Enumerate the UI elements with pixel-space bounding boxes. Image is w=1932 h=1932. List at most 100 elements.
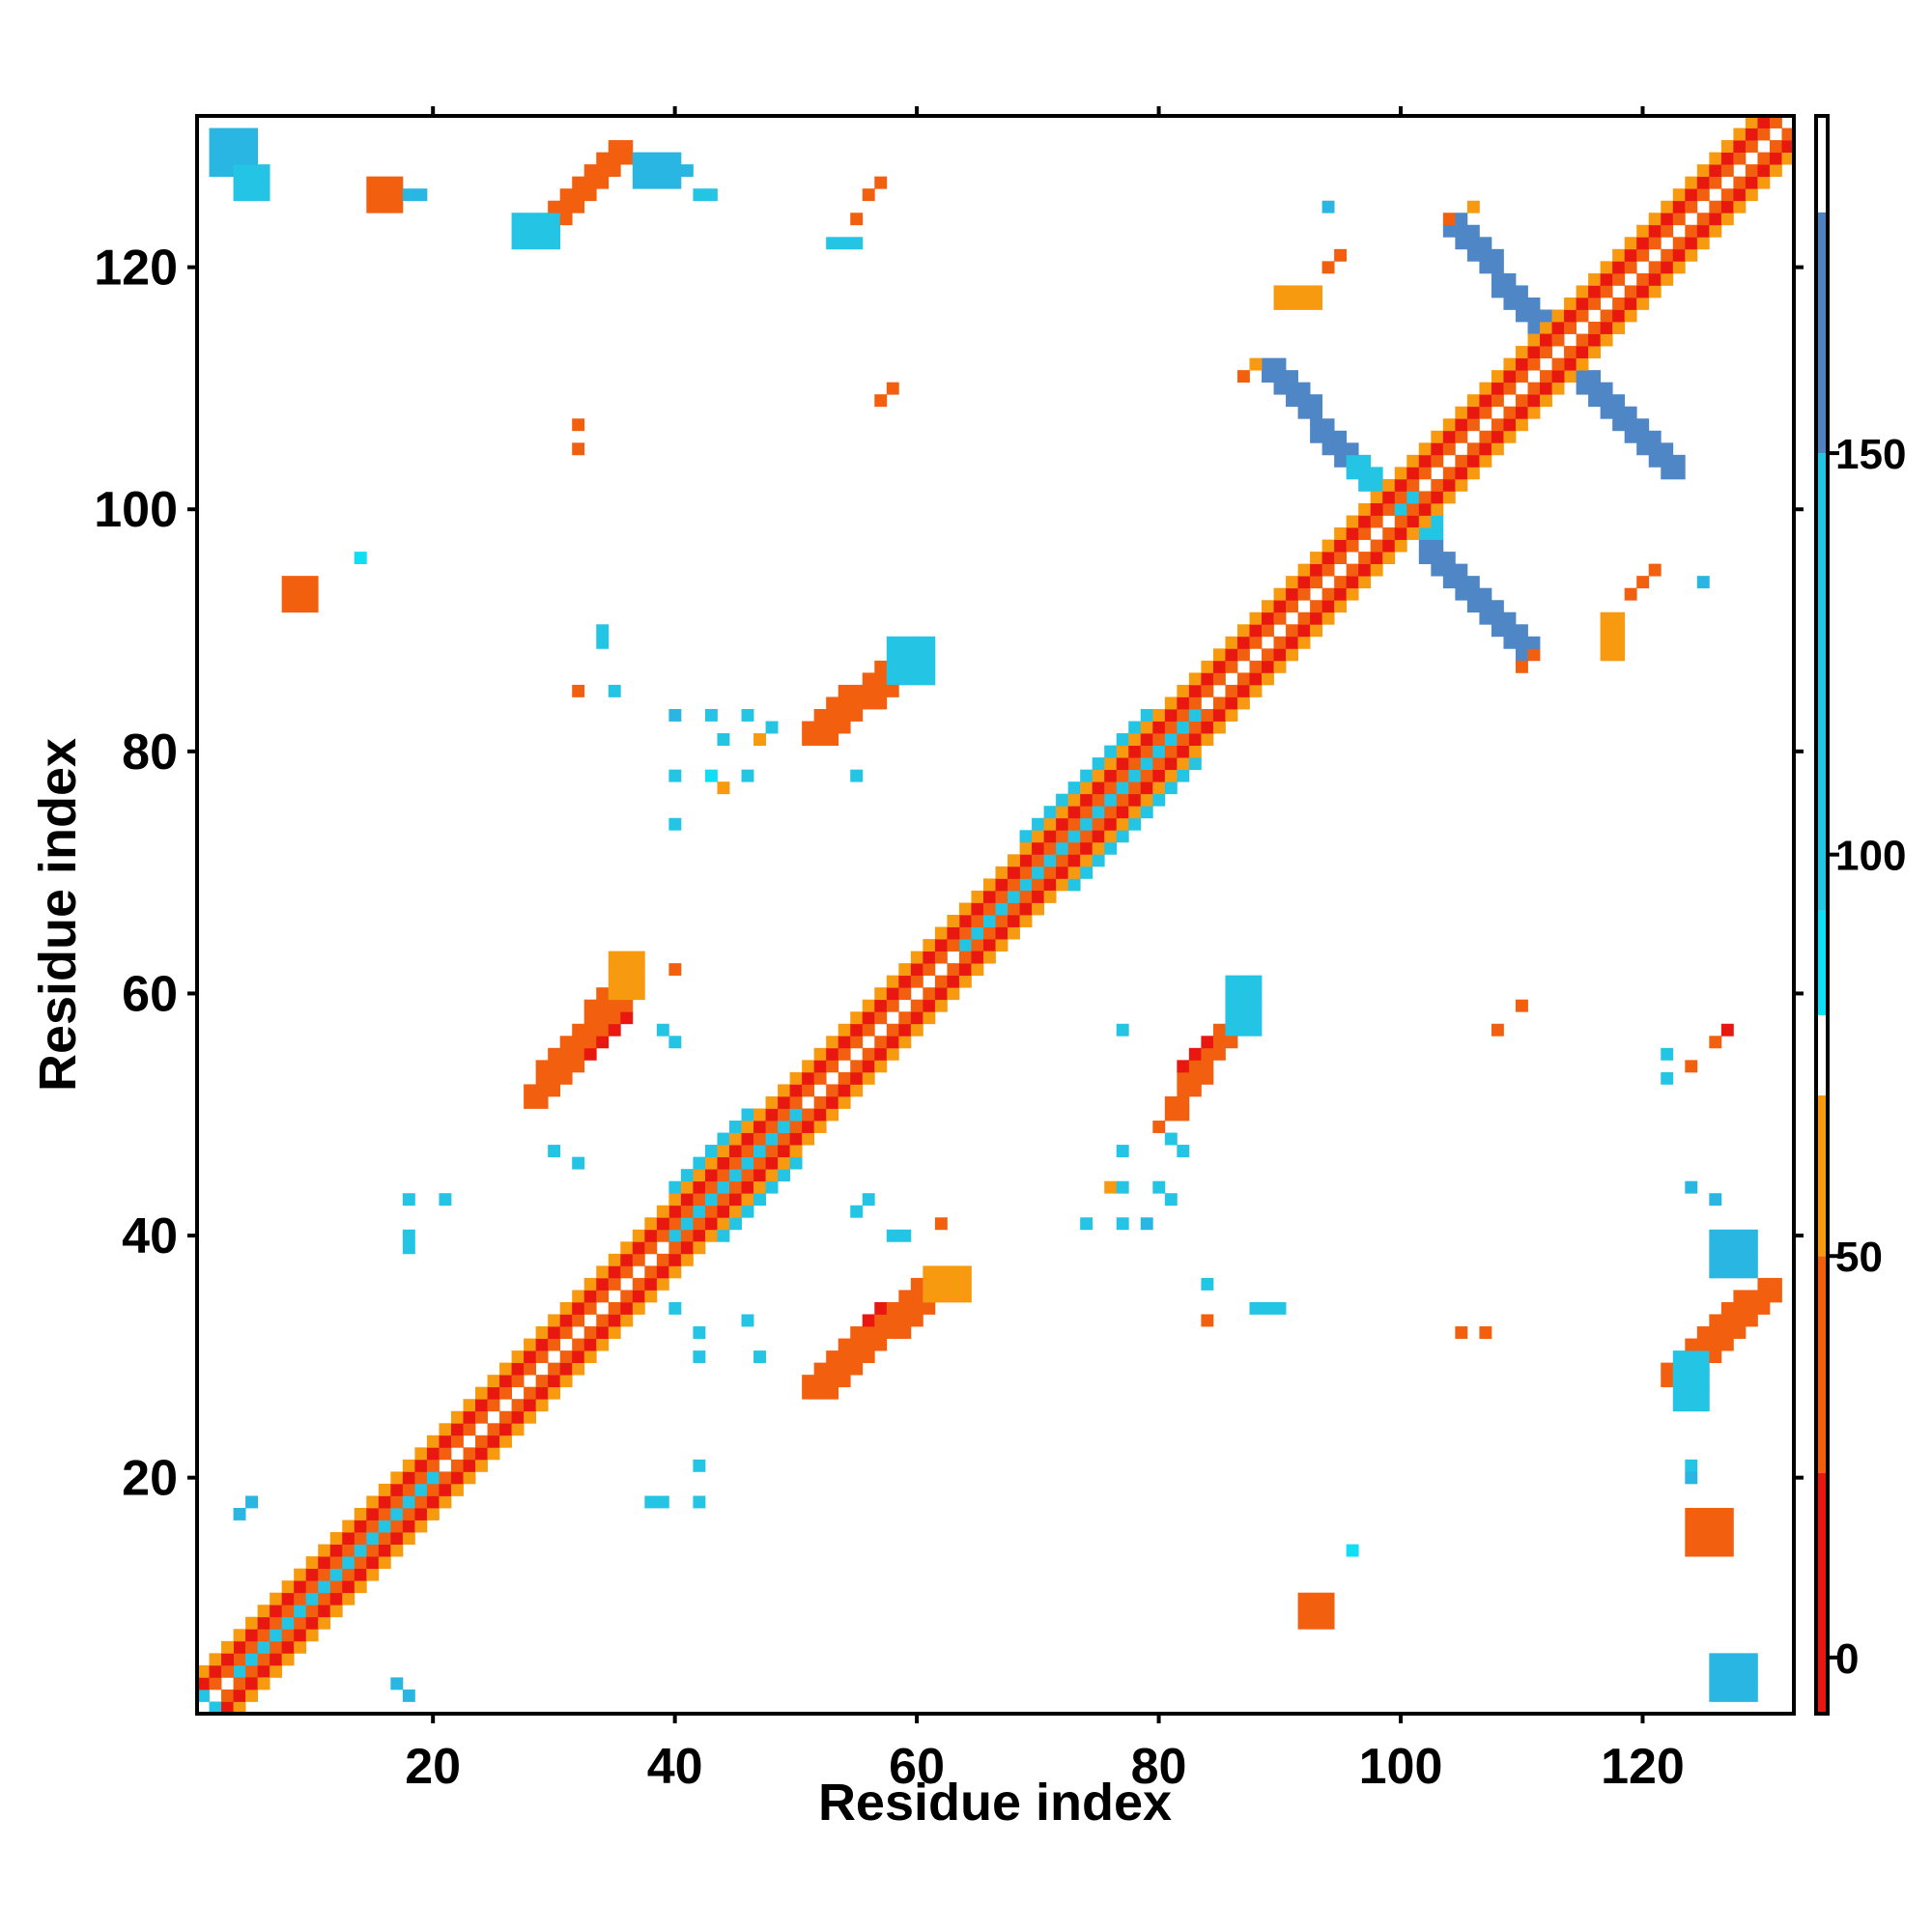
heatmap-cell — [923, 1265, 936, 1279]
heatmap-cell — [1466, 442, 1480, 456]
heatmap-cell — [583, 1011, 597, 1025]
heatmap-cell — [1709, 1265, 1722, 1279]
heatmap-cell — [1188, 708, 1202, 722]
heatmap-cell — [1661, 1047, 1674, 1061]
heatmap-cell — [1540, 394, 1552, 408]
heatmap-cell — [1104, 817, 1118, 831]
heatmap-cell — [1745, 1301, 1758, 1315]
heatmap-cell — [535, 224, 549, 238]
heatmap-cell — [632, 987, 645, 1001]
heatmap-cell — [1321, 539, 1335, 553]
heatmap-cell — [668, 1229, 682, 1242]
heatmap-cell — [862, 1071, 875, 1085]
heatmap-cell — [1177, 1060, 1190, 1073]
heatmap-cell — [1128, 769, 1142, 782]
heatmap-cell — [1491, 600, 1504, 613]
colorbar-frame — [1814, 114, 1830, 1716]
heatmap-cell — [1455, 467, 1468, 480]
heatmap-cell — [1104, 793, 1118, 807]
heatmap-cell — [765, 1169, 779, 1182]
heatmap-cell — [668, 1241, 682, 1255]
heatmap-cell — [1056, 806, 1069, 819]
heatmap-cell — [596, 1314, 610, 1327]
heatmap-cell — [318, 1580, 331, 1594]
heatmap-cell — [1661, 454, 1674, 468]
heatmap-cell — [1067, 806, 1081, 819]
heatmap-cell — [1067, 841, 1081, 855]
heatmap-cell — [596, 1326, 610, 1339]
plot-frame — [195, 114, 1796, 1716]
heatmap-cell — [802, 1375, 815, 1388]
heatmap-cell — [1442, 442, 1456, 456]
heatmap-cell — [511, 1423, 525, 1436]
heatmap-cell — [1515, 394, 1528, 408]
heatmap-cell — [971, 902, 984, 916]
heatmap-cell — [1636, 224, 1650, 238]
heatmap-cell — [1019, 854, 1033, 867]
heatmap-cell — [1600, 648, 1613, 662]
heatmap-cell — [1418, 502, 1432, 516]
heatmap-cell — [1043, 890, 1057, 903]
heatmap-cell — [608, 999, 621, 1012]
heatmap-cell — [1297, 285, 1311, 298]
heatmap-cell — [1431, 539, 1444, 553]
heatmap-cell — [947, 915, 960, 927]
heatmap-cell — [1769, 116, 1782, 128]
heatmap-cell — [1321, 1605, 1335, 1618]
heatmap-cell — [197, 1664, 210, 1678]
heatmap-cell — [1310, 406, 1323, 419]
heatmap-cell — [1455, 418, 1468, 432]
heatmap-cell — [342, 1580, 355, 1594]
heatmap-cell — [898, 1036, 912, 1049]
heatmap-cell — [294, 600, 307, 613]
heatmap-cell — [294, 1580, 307, 1594]
heatmap-cell — [1225, 648, 1238, 662]
heatmap-cell — [982, 902, 996, 916]
heatmap-cell — [898, 1290, 912, 1303]
heatmap-cell — [656, 176, 669, 189]
heatmap-cell — [850, 1362, 864, 1376]
heatmap-cell — [1612, 261, 1626, 274]
heatmap-cell — [632, 1253, 645, 1266]
heatmap-cell — [1382, 491, 1396, 504]
heatmap-cell — [378, 1483, 391, 1496]
heatmap-cell — [1164, 696, 1178, 710]
heatmap-cell — [1745, 164, 1758, 178]
heatmap-cell — [1442, 576, 1456, 589]
heatmap-cell — [305, 1629, 319, 1642]
heatmap-cell — [826, 1375, 839, 1388]
heatmap-cell — [693, 1193, 706, 1207]
heatmap-cell — [535, 1084, 549, 1097]
heatmap-cell — [826, 1362, 839, 1376]
heatmap-cell — [1576, 382, 1589, 395]
heatmap-cell — [245, 1629, 259, 1642]
heatmap-cell — [1709, 1689, 1722, 1702]
heatmap-cell — [850, 1023, 864, 1037]
heatmap-cell — [572, 1290, 585, 1303]
heatmap-cell — [450, 1459, 464, 1472]
heatmap-cell — [1515, 346, 1528, 359]
heatmap-cell — [1152, 745, 1166, 758]
heatmap-cell — [765, 1121, 779, 1133]
colorbar-band — [1816, 453, 1828, 911]
heatmap-cell — [559, 1362, 573, 1376]
heatmap-cell — [1406, 527, 1420, 540]
heatmap-cell — [1370, 491, 1383, 504]
heatmap-cell — [366, 1556, 380, 1570]
heatmap-cell — [741, 1108, 754, 1122]
heatmap-cell — [197, 1689, 210, 1702]
heatmap-cell — [511, 1410, 525, 1424]
heatmap-cell — [1491, 442, 1504, 456]
heatmap-cell — [366, 1544, 380, 1557]
heatmap-cell — [233, 152, 246, 165]
heatmap-cell — [1733, 140, 1747, 153]
heatmap-cell — [1636, 418, 1650, 432]
heatmap-cell — [1201, 708, 1214, 722]
heatmap-cell — [680, 1229, 694, 1242]
heatmap-cell — [450, 1410, 464, 1424]
heatmap-cell — [1600, 272, 1613, 286]
heatmap-cell — [1709, 1350, 1722, 1364]
heatmap-cell — [608, 140, 621, 153]
heatmap-cell — [1188, 696, 1202, 710]
heatmap-cell — [1418, 527, 1432, 540]
